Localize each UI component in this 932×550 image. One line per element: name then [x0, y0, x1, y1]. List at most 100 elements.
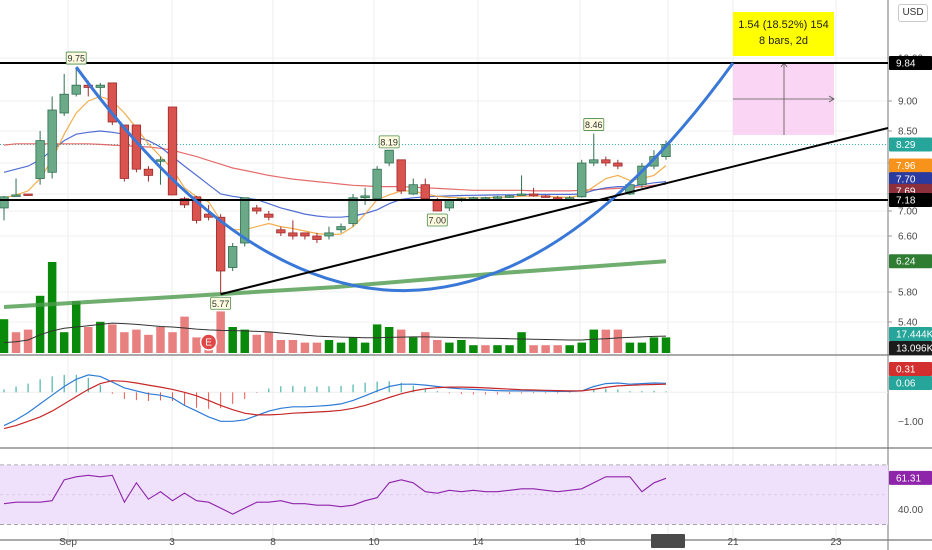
- candle-body: [504, 195, 515, 198]
- high-low-label: 7.00: [429, 216, 447, 226]
- candle-body: [432, 199, 442, 212]
- price-label: 8.29: [896, 140, 916, 151]
- currency-button[interactable]: USD: [898, 4, 928, 22]
- time-axis-label: 8: [270, 537, 276, 548]
- high-low-label-box: [210, 296, 232, 310]
- macd-value-label-box: [889, 362, 932, 376]
- price-label: 7.96: [896, 161, 916, 172]
- candle-body: [0, 196, 9, 209]
- moving-average-line: [3, 130, 667, 218]
- high-low-label-box: [65, 51, 87, 65]
- candle-body: [396, 159, 406, 192]
- candle-body: [107, 82, 117, 123]
- volume-bar: [481, 345, 490, 353]
- volume-bar: [252, 334, 262, 353]
- volume-bar: [276, 340, 286, 353]
- volume-bar: [47, 262, 57, 353]
- high-low-label: 8.19: [380, 137, 398, 147]
- rsi-axis-label: 40.00: [898, 505, 923, 516]
- volume-bar: [0, 319, 9, 353]
- measure-arrow-head: [828, 95, 835, 103]
- volume-bar: [35, 295, 45, 353]
- macd-signal-line: [3, 380, 667, 430]
- volume-bar: [59, 332, 69, 353]
- volume-bar: [553, 345, 562, 353]
- candle-body: [119, 124, 130, 179]
- volume-bar: [625, 342, 635, 353]
- candle-body: [384, 149, 394, 164]
- time-axis-label: 14: [472, 537, 484, 548]
- candle-body: [613, 162, 623, 167]
- candle-body: [589, 159, 599, 164]
- candle-body: [408, 184, 418, 195]
- volume-bar: [156, 327, 165, 353]
- measure-tooltip: 1.54 (18.52%) 154 8 bars, 2d: [733, 12, 834, 56]
- price-label: 7.69: [896, 186, 916, 197]
- candle-body: [143, 168, 154, 176]
- candle-body: [252, 207, 262, 212]
- volume-bar: [360, 342, 370, 353]
- high-low-label-box: [426, 213, 448, 227]
- price-label-box: [889, 172, 932, 187]
- volume-bar: [180, 316, 189, 353]
- volume-bar: [108, 324, 117, 353]
- volume-bar: [445, 342, 454, 353]
- volume-bar: [649, 337, 659, 353]
- high-low-label-box: [378, 135, 400, 149]
- high-low-label-box: [583, 118, 605, 131]
- rsi-value-label: 61.31: [896, 473, 921, 484]
- high-low-label: 8.46: [585, 120, 603, 130]
- candle-body: [276, 229, 286, 234]
- candle-body: [300, 232, 310, 237]
- rsi-value-label-box: [889, 470, 932, 485]
- volume-bar: [517, 332, 526, 353]
- candle-body: [11, 194, 21, 197]
- volume-bar: [336, 342, 346, 353]
- measure-bars: 8 bars, 2d: [759, 35, 808, 47]
- volume-bar: [288, 340, 298, 353]
- candle-body: [348, 197, 358, 224]
- candle-body: [155, 159, 166, 162]
- time-axis-label: Sep: [59, 537, 77, 548]
- candle-body: [240, 197, 250, 244]
- candle-body: [324, 232, 334, 237]
- volume-bar: [493, 345, 502, 353]
- time-axis-current-box: [651, 534, 685, 548]
- volume-bar: [541, 345, 550, 353]
- moving-average-line: [3, 95, 667, 236]
- volume-bar: [144, 334, 153, 353]
- candle-body: [577, 162, 587, 198]
- candle-body: [516, 193, 527, 196]
- high-low-label: 5.77: [212, 299, 230, 309]
- candle-body: [601, 159, 611, 164]
- price-label: 7.18: [896, 196, 916, 207]
- candle-body: [372, 168, 382, 200]
- price-axis-label: 5.80: [898, 288, 918, 299]
- earnings-marker: [199, 333, 218, 351]
- candle-body: [312, 235, 322, 240]
- candle-body: [191, 196, 202, 221]
- volume-bar: [300, 342, 310, 353]
- high-low-label: 9.75: [67, 54, 85, 64]
- volume-bar: [192, 337, 201, 353]
- volume-bar: [577, 342, 586, 353]
- price-label-box: [889, 137, 932, 152]
- candle-body: [23, 193, 33, 196]
- candle-body: [35, 140, 45, 179]
- macd-line: [3, 374, 667, 427]
- candle-body: [288, 232, 298, 237]
- time-axis-label: 16: [574, 537, 586, 548]
- volume-bar: [23, 329, 33, 353]
- price-label: 9.84: [896, 59, 916, 70]
- volume-bar: [408, 337, 418, 353]
- volume-bar: [120, 332, 129, 353]
- volume-bar: [433, 340, 442, 353]
- time-axis-label: 3: [169, 537, 175, 548]
- volume-bar: [396, 329, 406, 353]
- earnings-marker-label: E: [205, 338, 212, 349]
- price-label: 7.70: [896, 175, 916, 186]
- candle-body: [492, 196, 503, 199]
- measure-change: 1.54 (18.52%) 154: [738, 19, 829, 31]
- moving-average-line: [3, 143, 667, 192]
